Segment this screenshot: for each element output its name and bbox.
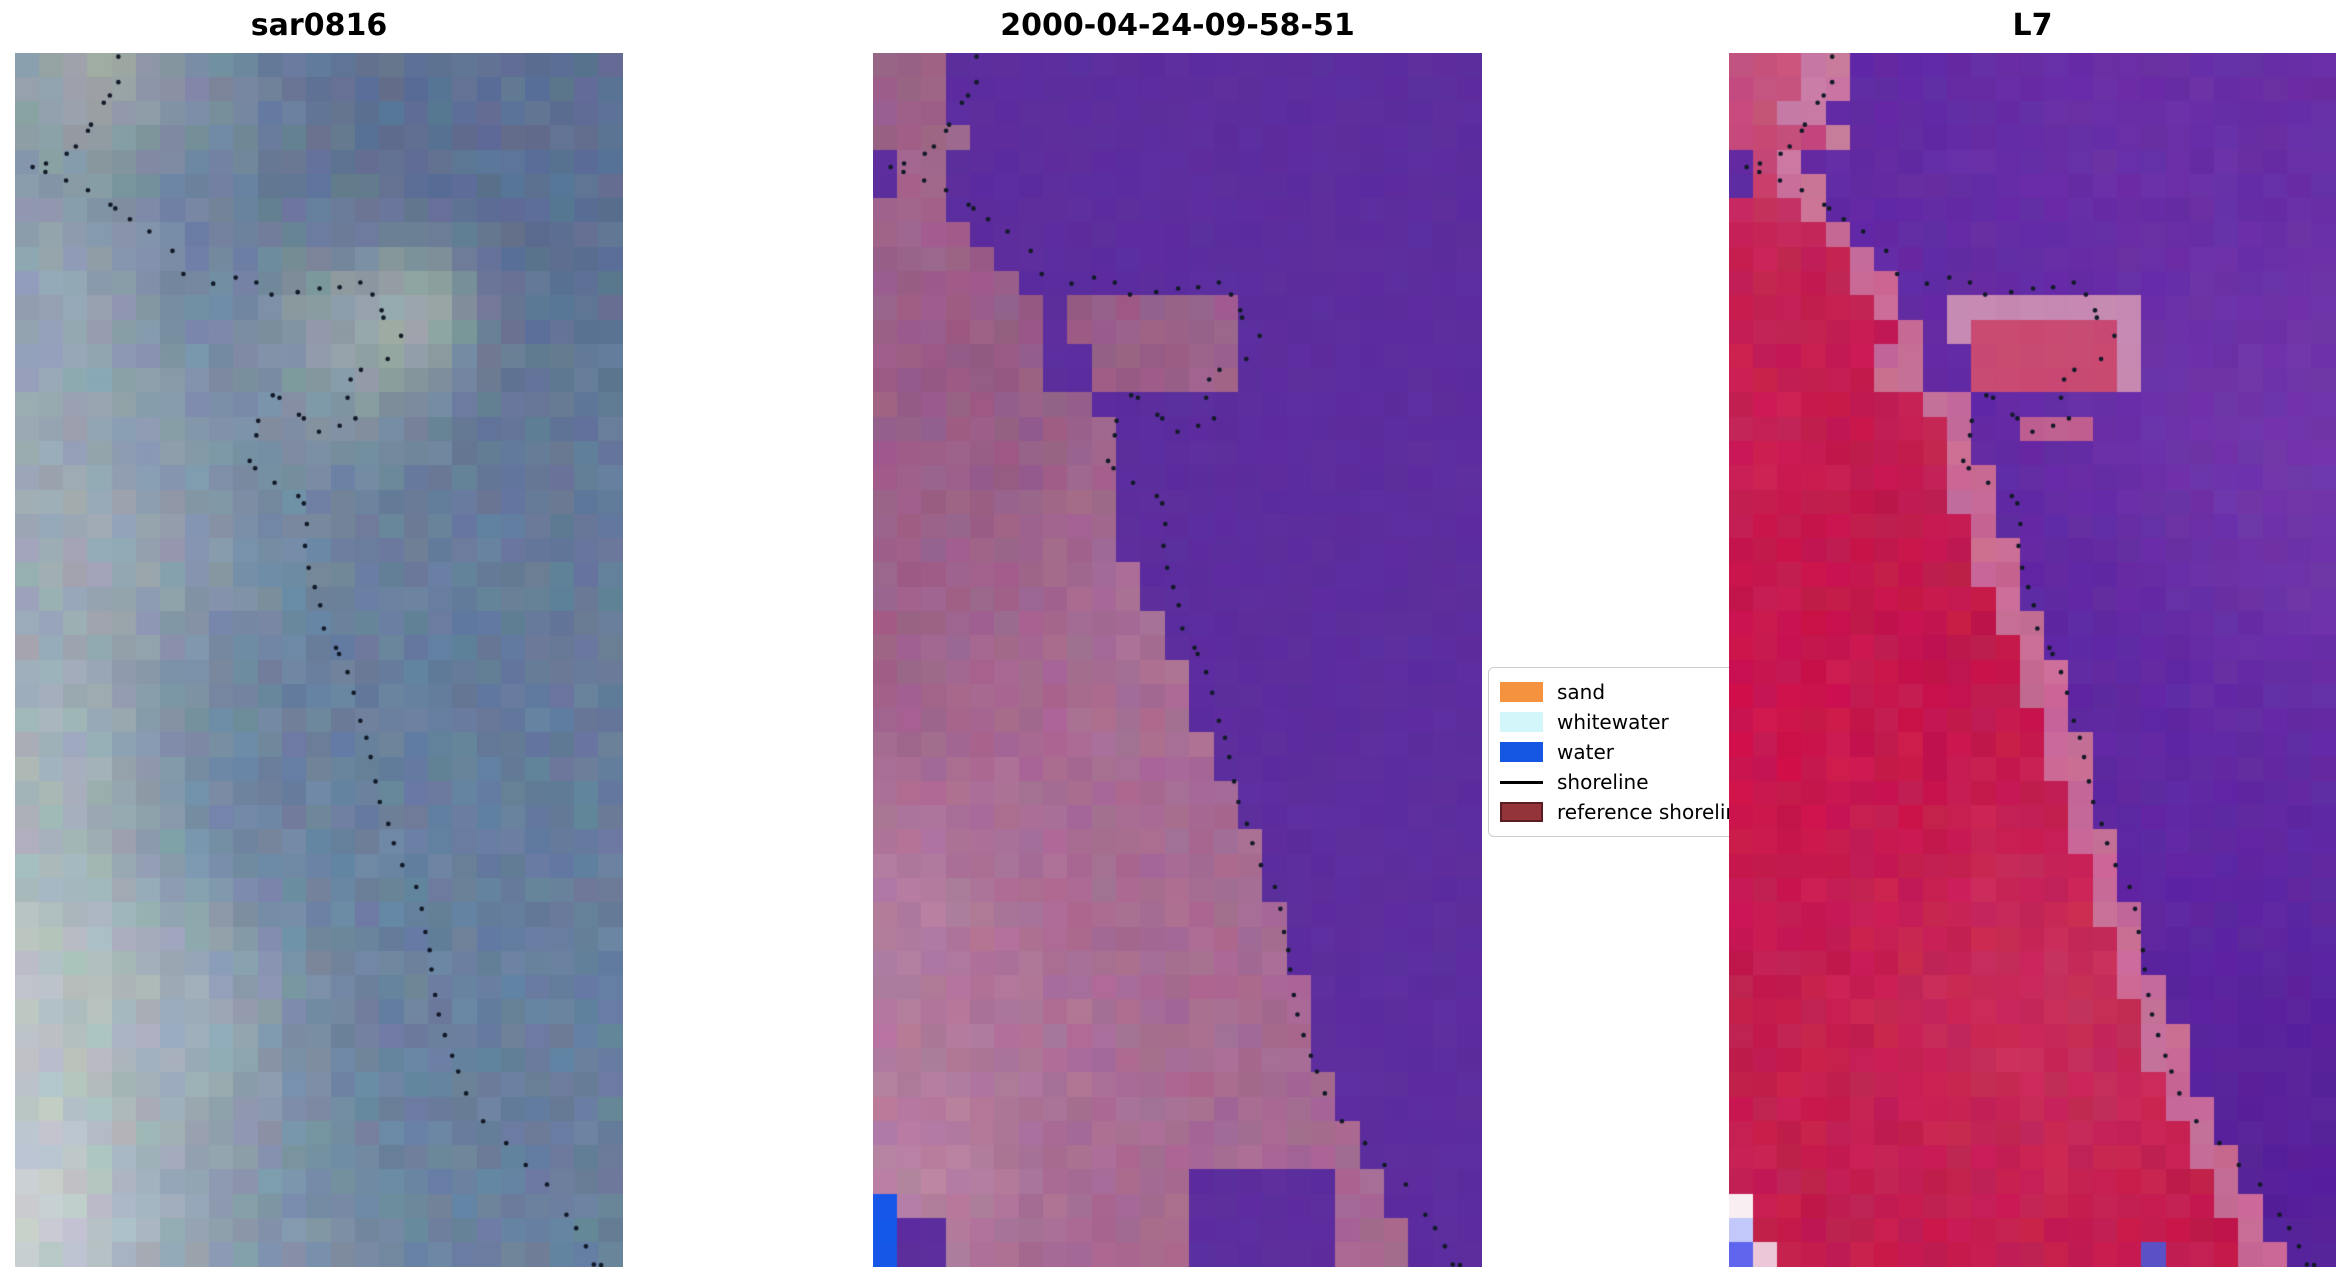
shoreline-line-icon (1500, 780, 1543, 784)
legend-label-sand: sand (1557, 680, 1606, 704)
legend-label-shoreline: shoreline (1557, 770, 1649, 794)
panel-title-sar0816: sar0816 (250, 8, 388, 43)
water-swatch-icon (1500, 742, 1543, 762)
l7-image (1729, 53, 2336, 1267)
panel-title-date: 2000-04-24-09-58-51 (1000, 8, 1355, 43)
sand-swatch-icon (1500, 682, 1543, 702)
legend-item-whitewater: whitewater (1500, 707, 1768, 737)
legend-item-shoreline: shoreline (1500, 767, 1768, 797)
panel-title-l7: L7 (2012, 8, 2053, 43)
legend-label-water: water (1557, 740, 1614, 764)
legend-item-sand: sand (1500, 677, 1768, 707)
legend-item-water: water (1500, 737, 1768, 767)
legend-item-reference-shoreline: reference shoreline (1500, 797, 1768, 827)
classified-image (873, 53, 1482, 1267)
legend-label-reference-shoreline: reference shoreline (1557, 800, 1751, 824)
whitewater-swatch-icon (1500, 712, 1543, 732)
reference-shoreline-swatch-icon (1500, 802, 1543, 822)
sar-image (15, 53, 623, 1267)
legend-label-whitewater: whitewater (1557, 710, 1669, 734)
